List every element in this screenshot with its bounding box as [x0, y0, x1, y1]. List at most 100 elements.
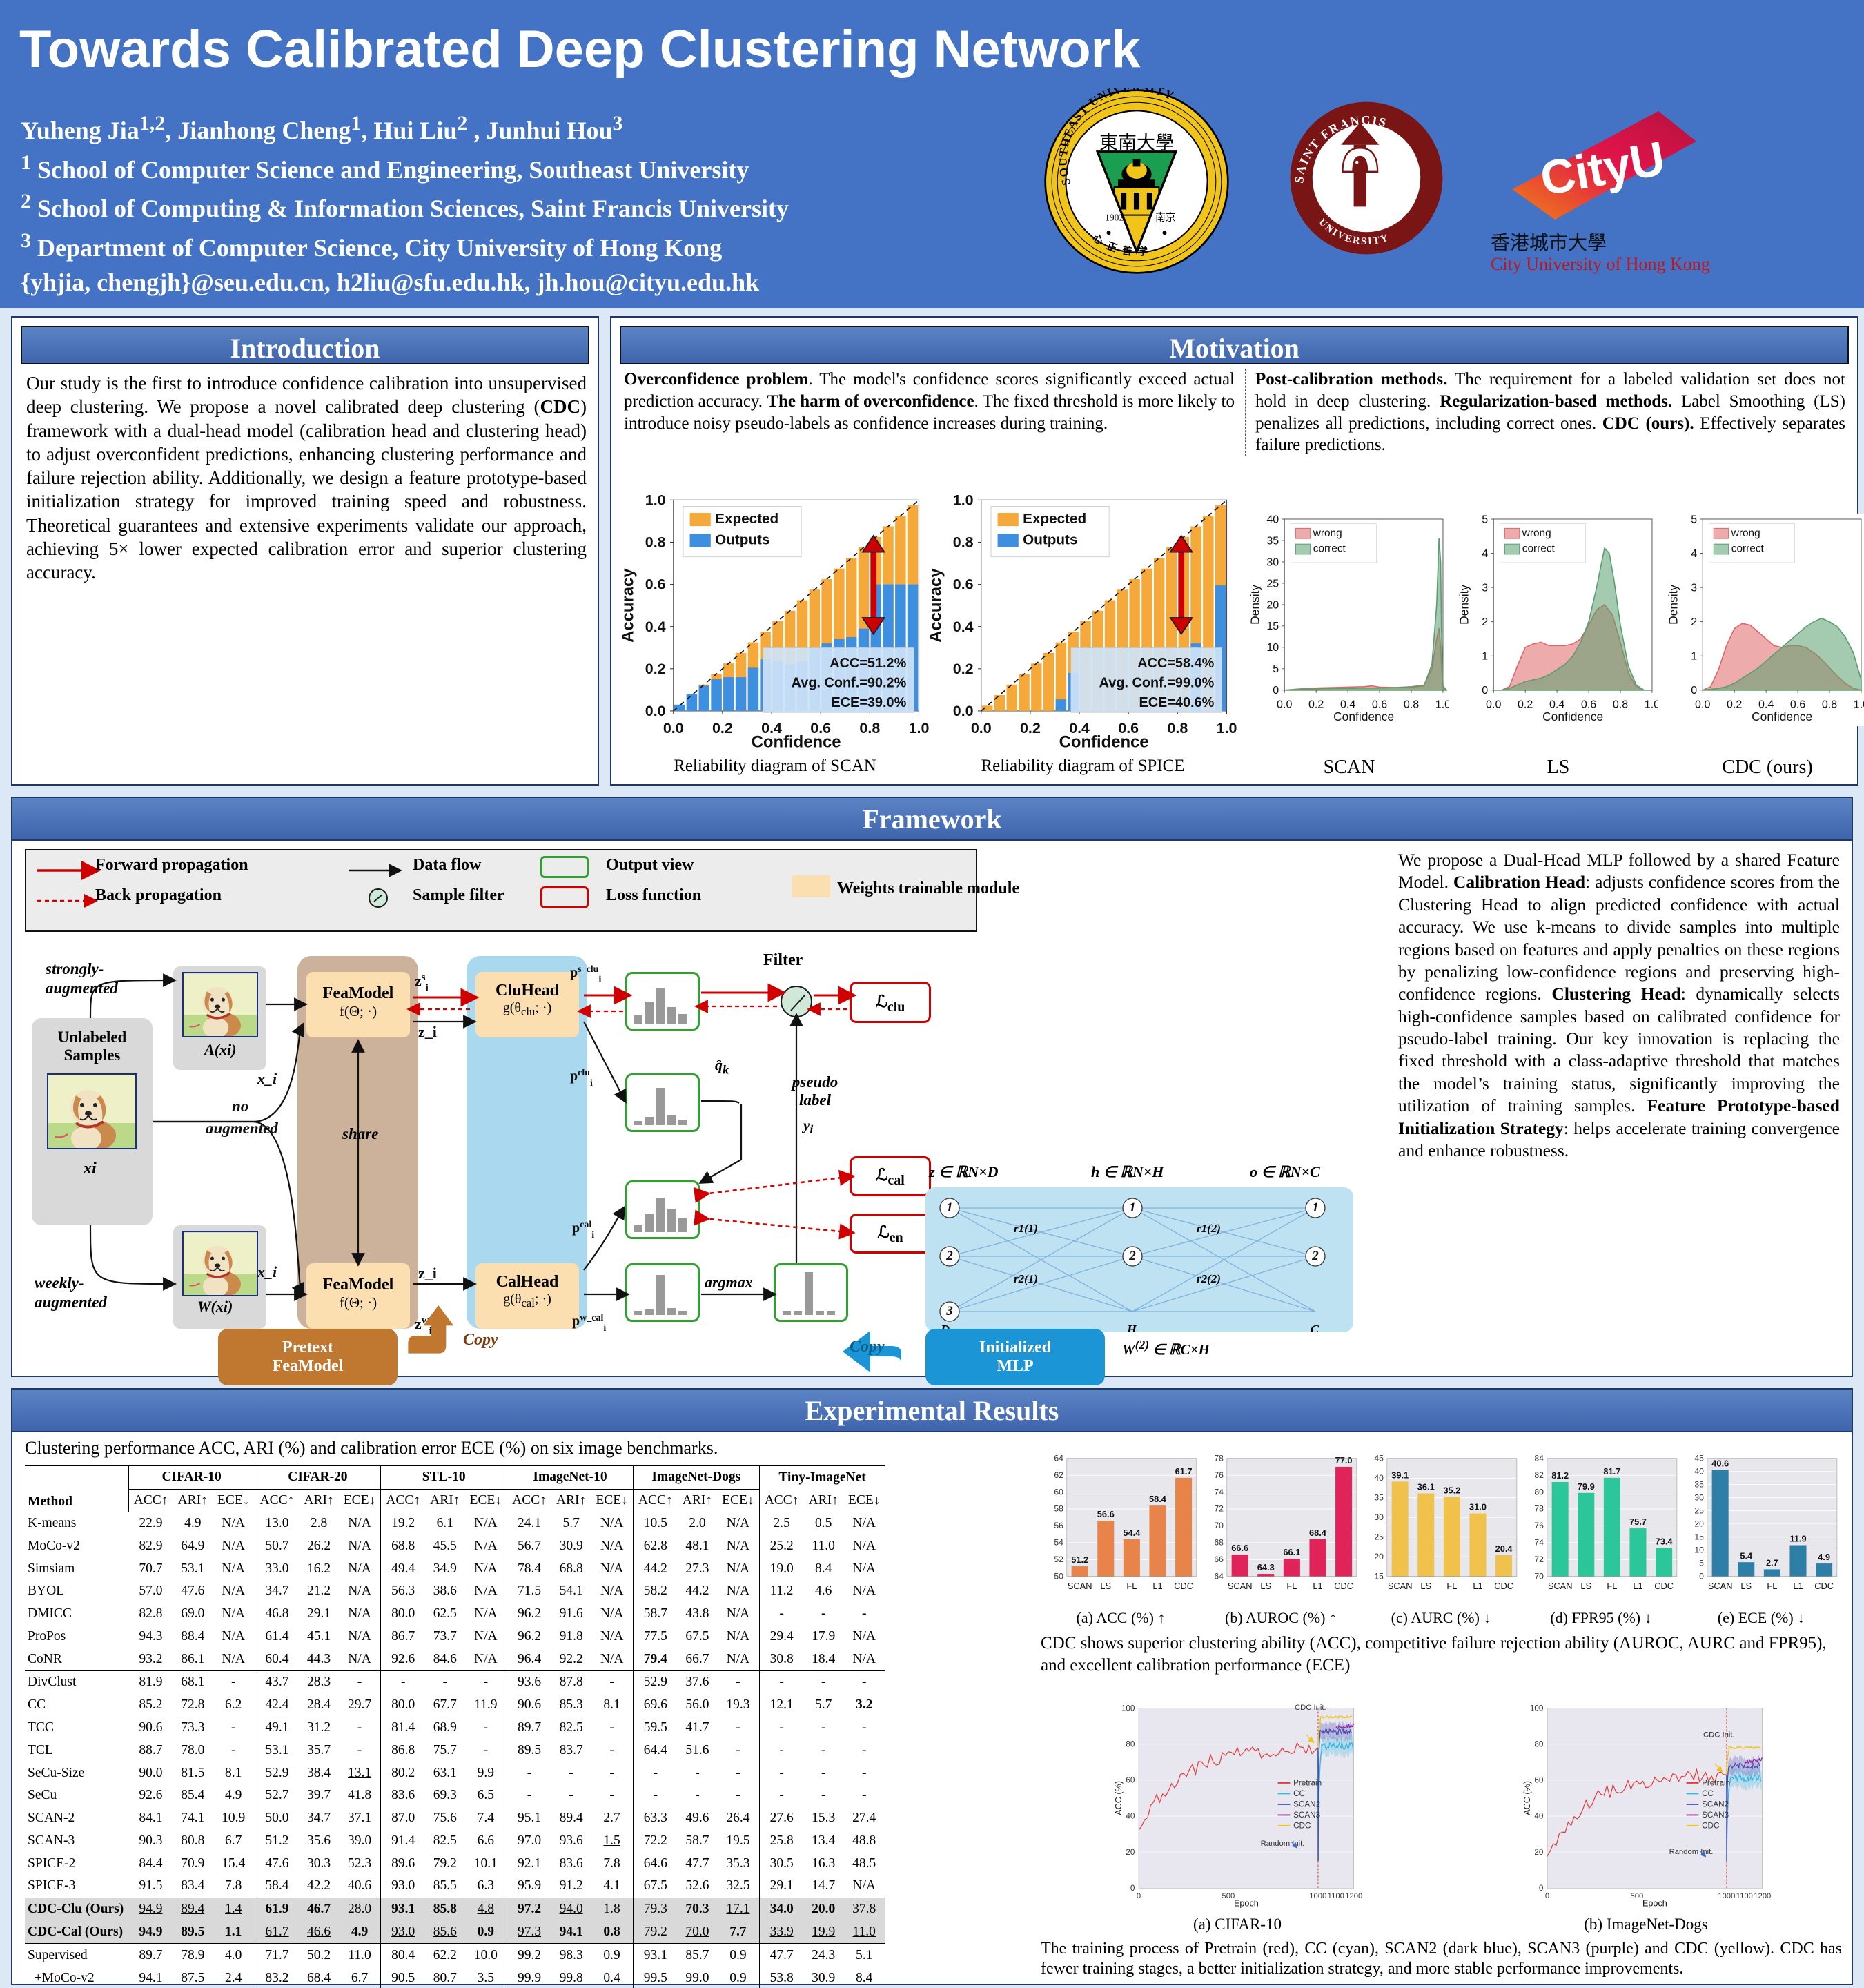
- svg-text:20.4: 20.4: [1495, 1543, 1513, 1554]
- svg-text:0.6: 0.6: [1372, 698, 1387, 710]
- svg-text:Expected: Expected: [1023, 511, 1086, 527]
- svg-text:60: 60: [1054, 1487, 1063, 1497]
- svg-text:SCAN2: SCAN2: [1293, 1800, 1320, 1809]
- svg-text:1902: 1902: [1105, 213, 1124, 223]
- svg-text:LS: LS: [1100, 1581, 1111, 1591]
- svg-text:0.6: 0.6: [645, 576, 666, 593]
- svg-text:80: 80: [1534, 1487, 1544, 1497]
- svg-text:ECE=39.0%: ECE=39.0%: [831, 695, 906, 710]
- svg-text:73.4: 73.4: [1656, 1536, 1674, 1546]
- svg-text:15: 15: [1374, 1571, 1384, 1581]
- svg-text:Confidence: Confidence: [1752, 710, 1812, 723]
- svg-text:40: 40: [1374, 1473, 1384, 1483]
- svg-text:66: 66: [1214, 1555, 1224, 1564]
- svg-text:61.7: 61.7: [1175, 1466, 1193, 1477]
- svg-text:47: 47: [1409, 174, 1419, 184]
- svg-text:Epoch: Epoch: [1234, 1898, 1259, 1908]
- svg-text:Confidence: Confidence: [752, 732, 841, 751]
- svg-text:70: 70: [1534, 1571, 1544, 1581]
- svg-text:0.4: 0.4: [953, 618, 974, 635]
- svg-text:LS: LS: [1740, 1581, 1752, 1591]
- svg-text:0: 0: [1691, 684, 1697, 696]
- svg-text:0.0: 0.0: [1277, 698, 1292, 710]
- svg-text:0.4: 0.4: [1549, 698, 1564, 710]
- svg-text:80: 80: [1534, 1740, 1544, 1748]
- svg-text:ACC (%): ACC (%): [1522, 1781, 1532, 1815]
- svg-text:1100: 1100: [1328, 1892, 1344, 1900]
- svg-text:0.8: 0.8: [1613, 698, 1628, 710]
- svg-text:0: 0: [1130, 1884, 1135, 1893]
- svg-text:CC: CC: [1702, 1789, 1714, 1798]
- svg-text:0.2: 0.2: [645, 661, 666, 677]
- svg-text:76: 76: [1214, 1470, 1224, 1480]
- svg-text:wrong: wrong: [1731, 527, 1760, 539]
- svg-text:correct: correct: [1313, 543, 1346, 555]
- svg-text:25: 25: [1374, 1532, 1384, 1541]
- svg-text:Pretrain: Pretrain: [1702, 1779, 1730, 1788]
- svg-text:64: 64: [1214, 1571, 1224, 1581]
- svg-text:64.3: 64.3: [1257, 1562, 1275, 1572]
- svg-text:LS: LS: [1420, 1581, 1431, 1591]
- svg-text:0: 0: [1137, 1892, 1141, 1900]
- svg-text:1200: 1200: [1345, 1892, 1362, 1900]
- svg-text:79.9: 79.9: [1578, 1481, 1595, 1492]
- svg-text:Confidence: Confidence: [1542, 710, 1603, 723]
- svg-text:40: 40: [1694, 1466, 1704, 1476]
- svg-text:5: 5: [1699, 1558, 1704, 1568]
- svg-text:0.8: 0.8: [1822, 698, 1837, 710]
- svg-text:66.6: 66.6: [1231, 1543, 1248, 1553]
- svg-text:LS: LS: [1580, 1581, 1591, 1591]
- svg-text:LS: LS: [1260, 1581, 1271, 1591]
- svg-text:L1: L1: [1473, 1581, 1482, 1591]
- svg-text:77.0: 77.0: [1335, 1455, 1353, 1465]
- svg-text:15: 15: [1266, 620, 1279, 632]
- svg-text:1000: 1000: [1718, 1892, 1735, 1900]
- svg-text:z_i: z_i: [418, 1023, 437, 1040]
- svg-text:0.0: 0.0: [971, 720, 992, 737]
- svg-text:SCAN: SCAN: [1228, 1581, 1253, 1591]
- svg-text:10: 10: [1266, 641, 1279, 654]
- svg-text:Confidence: Confidence: [1333, 710, 1394, 723]
- svg-text:CDC Init.: CDC Init.: [1703, 1731, 1735, 1739]
- svg-text:correct: correct: [1522, 543, 1556, 555]
- svg-text:100: 100: [1121, 1704, 1135, 1713]
- svg-text:20: 20: [1266, 598, 1279, 611]
- svg-text:1.0: 1.0: [645, 491, 666, 508]
- svg-text:56: 56: [1054, 1521, 1063, 1530]
- svg-text:Density: Density: [1250, 585, 1262, 625]
- svg-text:35: 35: [1266, 534, 1279, 547]
- svg-text:5: 5: [1691, 513, 1697, 525]
- svg-text:CC: CC: [1293, 1789, 1305, 1798]
- svg-text:0.0: 0.0: [1695, 698, 1710, 710]
- svg-text:30: 30: [1694, 1492, 1704, 1502]
- svg-text:5: 5: [1273, 663, 1279, 675]
- svg-text:60: 60: [1534, 1776, 1544, 1785]
- svg-text:11.9: 11.9: [1789, 1534, 1806, 1544]
- svg-text:東南大學: 東南大學: [1099, 133, 1174, 153]
- svg-text:3: 3: [1691, 581, 1697, 594]
- svg-text:0.0: 0.0: [663, 720, 684, 737]
- svg-text:0.8: 0.8: [1167, 720, 1188, 737]
- svg-text:64: 64: [1054, 1453, 1063, 1463]
- svg-text:15: 15: [1694, 1532, 1704, 1541]
- svg-text:ACC=51.2%: ACC=51.2%: [830, 656, 906, 671]
- svg-text:70: 70: [1214, 1521, 1224, 1530]
- svg-text:Expected: Expected: [715, 511, 778, 527]
- svg-text:25: 25: [1266, 577, 1279, 589]
- svg-text:40.6: 40.6: [1711, 1459, 1729, 1469]
- svg-text:0: 0: [1482, 684, 1488, 696]
- svg-text:30: 30: [1374, 1512, 1384, 1522]
- svg-text:1: 1: [1691, 650, 1697, 663]
- svg-text:0.0: 0.0: [1486, 698, 1501, 710]
- svg-text:0: 0: [1539, 1884, 1544, 1893]
- svg-text:50: 50: [1054, 1571, 1063, 1581]
- svg-text:CDC: CDC: [1494, 1581, 1513, 1591]
- svg-text:0.6: 0.6: [1581, 698, 1596, 710]
- svg-text:correct: correct: [1731, 543, 1765, 555]
- svg-text:84: 84: [1534, 1453, 1544, 1463]
- svg-text:CDC: CDC: [1814, 1581, 1834, 1591]
- svg-text:45: 45: [1694, 1453, 1704, 1463]
- svg-text:0: 0: [1273, 684, 1279, 696]
- svg-text:1.0: 1.0: [953, 491, 974, 508]
- svg-text:35.2: 35.2: [1443, 1485, 1460, 1496]
